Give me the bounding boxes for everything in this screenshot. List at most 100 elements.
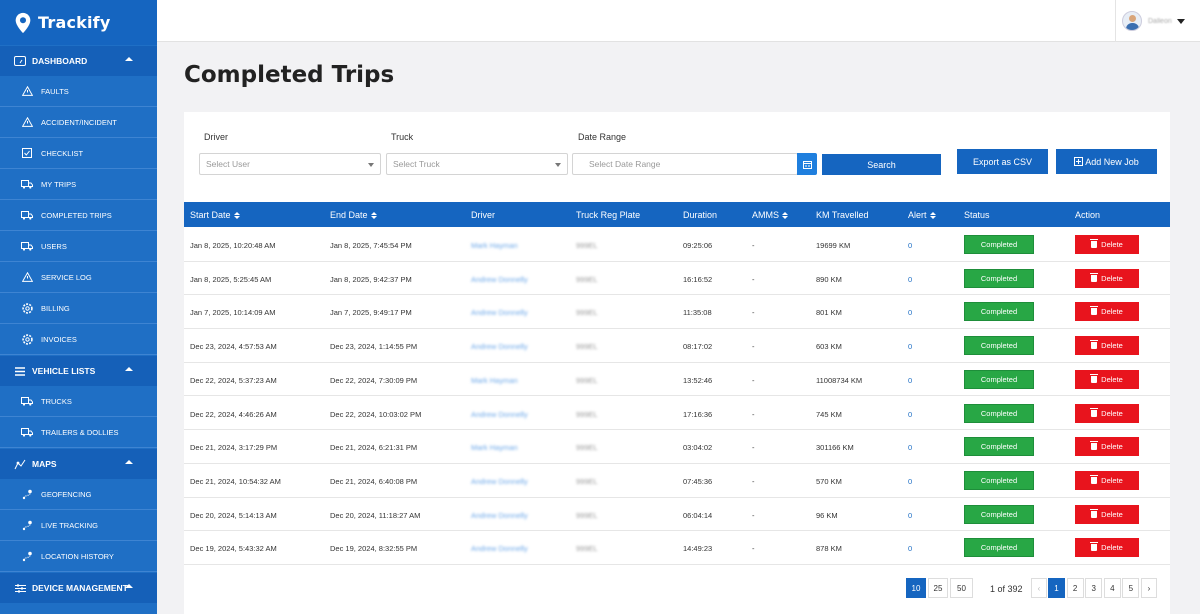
table-row[interactable]: Dec 21, 2024, 10:54:32 AM Dec 21, 2024, 6… <box>184 464 1170 498</box>
cell-driver[interactable]: Andrew Donnelly <box>471 510 528 520</box>
table-row[interactable]: Dec 22, 2024, 4:46:26 AM Dec 22, 2024, 10… <box>184 397 1170 431</box>
sidebar-item-trailers-dollies[interactable]: TRAILERS & DOLLIES <box>0 417 157 448</box>
table-row[interactable]: Dec 20, 2024, 5:14:13 AM Dec 20, 2024, 11… <box>184 498 1170 532</box>
sidebar-item-users[interactable]: USERS <box>0 231 157 262</box>
cell-driver[interactable]: Andrew Donnelly <box>471 476 528 486</box>
header-end-date[interactable]: End Date <box>330 210 377 220</box>
cell-driver[interactable]: Andrew Donnelly <box>471 544 528 554</box>
sidebar-item-invoices[interactable]: INVOICES <box>0 324 157 355</box>
page-4-button[interactable]: 4 <box>1103 578 1121 598</box>
calendar-button[interactable] <box>797 153 817 175</box>
warning-icon <box>20 272 34 282</box>
section-label: DEVICE MANAGEMENT <box>32 583 128 593</box>
prev-page-button[interactable]: ‹ <box>1031 578 1047 598</box>
app-logo[interactable]: Trackify <box>0 0 157 45</box>
cell-driver[interactable]: Andrew Donnelly <box>471 342 528 352</box>
table-row[interactable]: Dec 21, 2024, 3:17:29 PM Dec 21, 2024, 6:… <box>184 430 1170 464</box>
cell-alert[interactable]: 0 <box>908 274 913 284</box>
table-row[interactable]: Dec 22, 2024, 5:37:23 AM Dec 22, 2024, 7:… <box>184 363 1170 397</box>
delete-label: Delete <box>1101 475 1123 485</box>
cell-driver[interactable]: Andrew Donnelly <box>471 274 528 284</box>
cell-amms: - <box>752 476 755 486</box>
table-row[interactable]: Jan 7, 2025, 10:14:09 AM Jan 7, 2025, 9:4… <box>184 295 1170 330</box>
sidebar-section-vehicle-lists[interactable]: VEHICLE LISTS <box>0 356 157 386</box>
truck-icon <box>20 427 34 437</box>
sidebar-item-geofencing[interactable]: GEOFENCING <box>0 479 157 510</box>
cell-km-travelled: 96 KM <box>816 510 838 520</box>
delete-button[interactable]: Delete <box>1075 268 1139 288</box>
delete-button[interactable]: Delete <box>1075 302 1139 322</box>
sidebar-section-dashboard[interactable]: DASHBOARD <box>0 46 157 76</box>
date-range-input[interactable]: Select Date Range <box>572 153 798 175</box>
sidebar-item-service-log[interactable]: SERVICE LOG <box>0 262 157 293</box>
date-range-placeholder: Select Date Range <box>589 159 661 169</box>
sidebar-item-checklist[interactable]: CHECKLIST <box>0 138 157 169</box>
cell-km-travelled: 890 KM <box>816 274 842 284</box>
user-menu[interactable]: Dalleon <box>1115 0 1200 42</box>
delete-button[interactable]: Delete <box>1075 504 1139 524</box>
cell-driver[interactable]: Andrew Donnelly <box>471 308 528 318</box>
trash-icon <box>1090 542 1099 552</box>
sidebar-section-maps[interactable]: MAPS <box>0 449 157 479</box>
cell-alert[interactable]: 0 <box>908 241 913 250</box>
cell-alert[interactable]: 0 <box>908 409 913 419</box>
sidebar-item-billing[interactable]: BILLING <box>0 293 157 324</box>
truck-select[interactable]: Select Truck <box>386 153 568 175</box>
cell-alert[interactable]: 0 <box>908 375 913 385</box>
sidebar-item-faults[interactable]: FAULTS <box>0 76 157 107</box>
driver-select[interactable]: Select User <box>199 153 381 175</box>
cell-truck-plate: 999EL <box>576 274 598 284</box>
cell-alert[interactable]: 0 <box>908 544 913 554</box>
cell-alert[interactable]: 0 <box>908 342 913 352</box>
delete-button[interactable]: Delete <box>1075 369 1139 389</box>
next-page-button[interactable]: › <box>1141 578 1157 598</box>
cell-alert[interactable]: 0 <box>908 476 913 486</box>
sidebar-item-live-tracking[interactable]: LIVE TRACKING <box>0 510 157 541</box>
sidebar-item-location-history[interactable]: LOCATION HISTORY <box>0 541 157 572</box>
sidebar-item-my-trips[interactable]: MY TRIPS <box>0 169 157 200</box>
cell-end-date: Dec 20, 2024, 11:18:27 AM <box>330 510 421 520</box>
page-2-button[interactable]: 2 <box>1066 578 1084 598</box>
sidebar-section-device-management[interactable]: DEVICE MANAGEMENT <box>0 573 157 603</box>
cell-driver[interactable]: Mark Hayman <box>471 443 518 453</box>
search-button[interactable]: Search <box>822 154 941 175</box>
cell-alert[interactable]: 0 <box>908 510 913 520</box>
table-row[interactable]: Dec 19, 2024, 5:43:32 AM Dec 19, 2024, 8:… <box>184 531 1170 565</box>
cell-driver[interactable]: Mark Hayman <box>471 241 518 250</box>
header-amms[interactable]: AMMS <box>752 210 788 220</box>
page-size-50[interactable]: 50 <box>950 578 973 598</box>
delete-button[interactable]: Delete <box>1075 538 1139 558</box>
delete-label: Delete <box>1101 543 1123 553</box>
page-1-button[interactable]: 1 <box>1048 578 1065 598</box>
page-size-25[interactable]: 25 <box>928 578 948 598</box>
add-new-job-button[interactable]: Add New Job <box>1056 149 1157 174</box>
table-row[interactable]: Jan 8, 2025, 10:20:48 AM Jan 8, 2025, 7:4… <box>184 228 1170 262</box>
sidebar-item-completed-trips[interactable]: COMPLETED TRIPS <box>0 200 157 231</box>
table-row[interactable]: Dec 23, 2024, 4:57:53 AM Dec 23, 2024, 1:… <box>184 329 1170 363</box>
cell-driver[interactable]: Mark Hayman <box>471 375 518 385</box>
page-5-button[interactable]: 5 <box>1122 578 1140 598</box>
header-action: Action <box>1075 210 1101 220</box>
page-size-10[interactable]: 10 <box>906 578 926 598</box>
section-label: DASHBOARD <box>32 56 88 66</box>
checkbox-icon <box>20 148 34 158</box>
page-3-button[interactable]: 3 <box>1085 578 1103 598</box>
delete-button[interactable]: Delete <box>1075 403 1139 423</box>
cell-alert[interactable]: 0 <box>908 443 913 453</box>
header-start-date[interactable]: Start Date <box>190 210 240 220</box>
cell-km-travelled: 603 KM <box>816 342 842 352</box>
sidebar-item-accident-incident[interactable]: ACCIDENT/INCIDENT <box>0 107 157 138</box>
delete-button[interactable]: Delete <box>1075 437 1139 457</box>
delete-button[interactable]: Delete <box>1075 235 1139 254</box>
sidebar-item-label: MY TRIPS <box>41 179 77 189</box>
export-csv-button[interactable]: Export as CSV <box>957 149 1048 174</box>
delete-button[interactable]: Delete <box>1075 470 1139 490</box>
section-label: VEHICLE LISTS <box>32 366 96 376</box>
table-row[interactable]: Jan 8, 2025, 5:25:45 AM Jan 8, 2025, 9:42… <box>184 262 1170 296</box>
header-alert[interactable]: Alert <box>908 210 936 220</box>
cell-alert[interactable]: 0 <box>908 308 913 318</box>
sidebar-item-trucks[interactable]: TRUCKS <box>0 386 157 417</box>
delete-button[interactable]: Delete <box>1075 336 1139 356</box>
cell-km-travelled: 745 KM <box>816 409 842 419</box>
cell-driver[interactable]: Andrew Donnelly <box>471 409 528 419</box>
